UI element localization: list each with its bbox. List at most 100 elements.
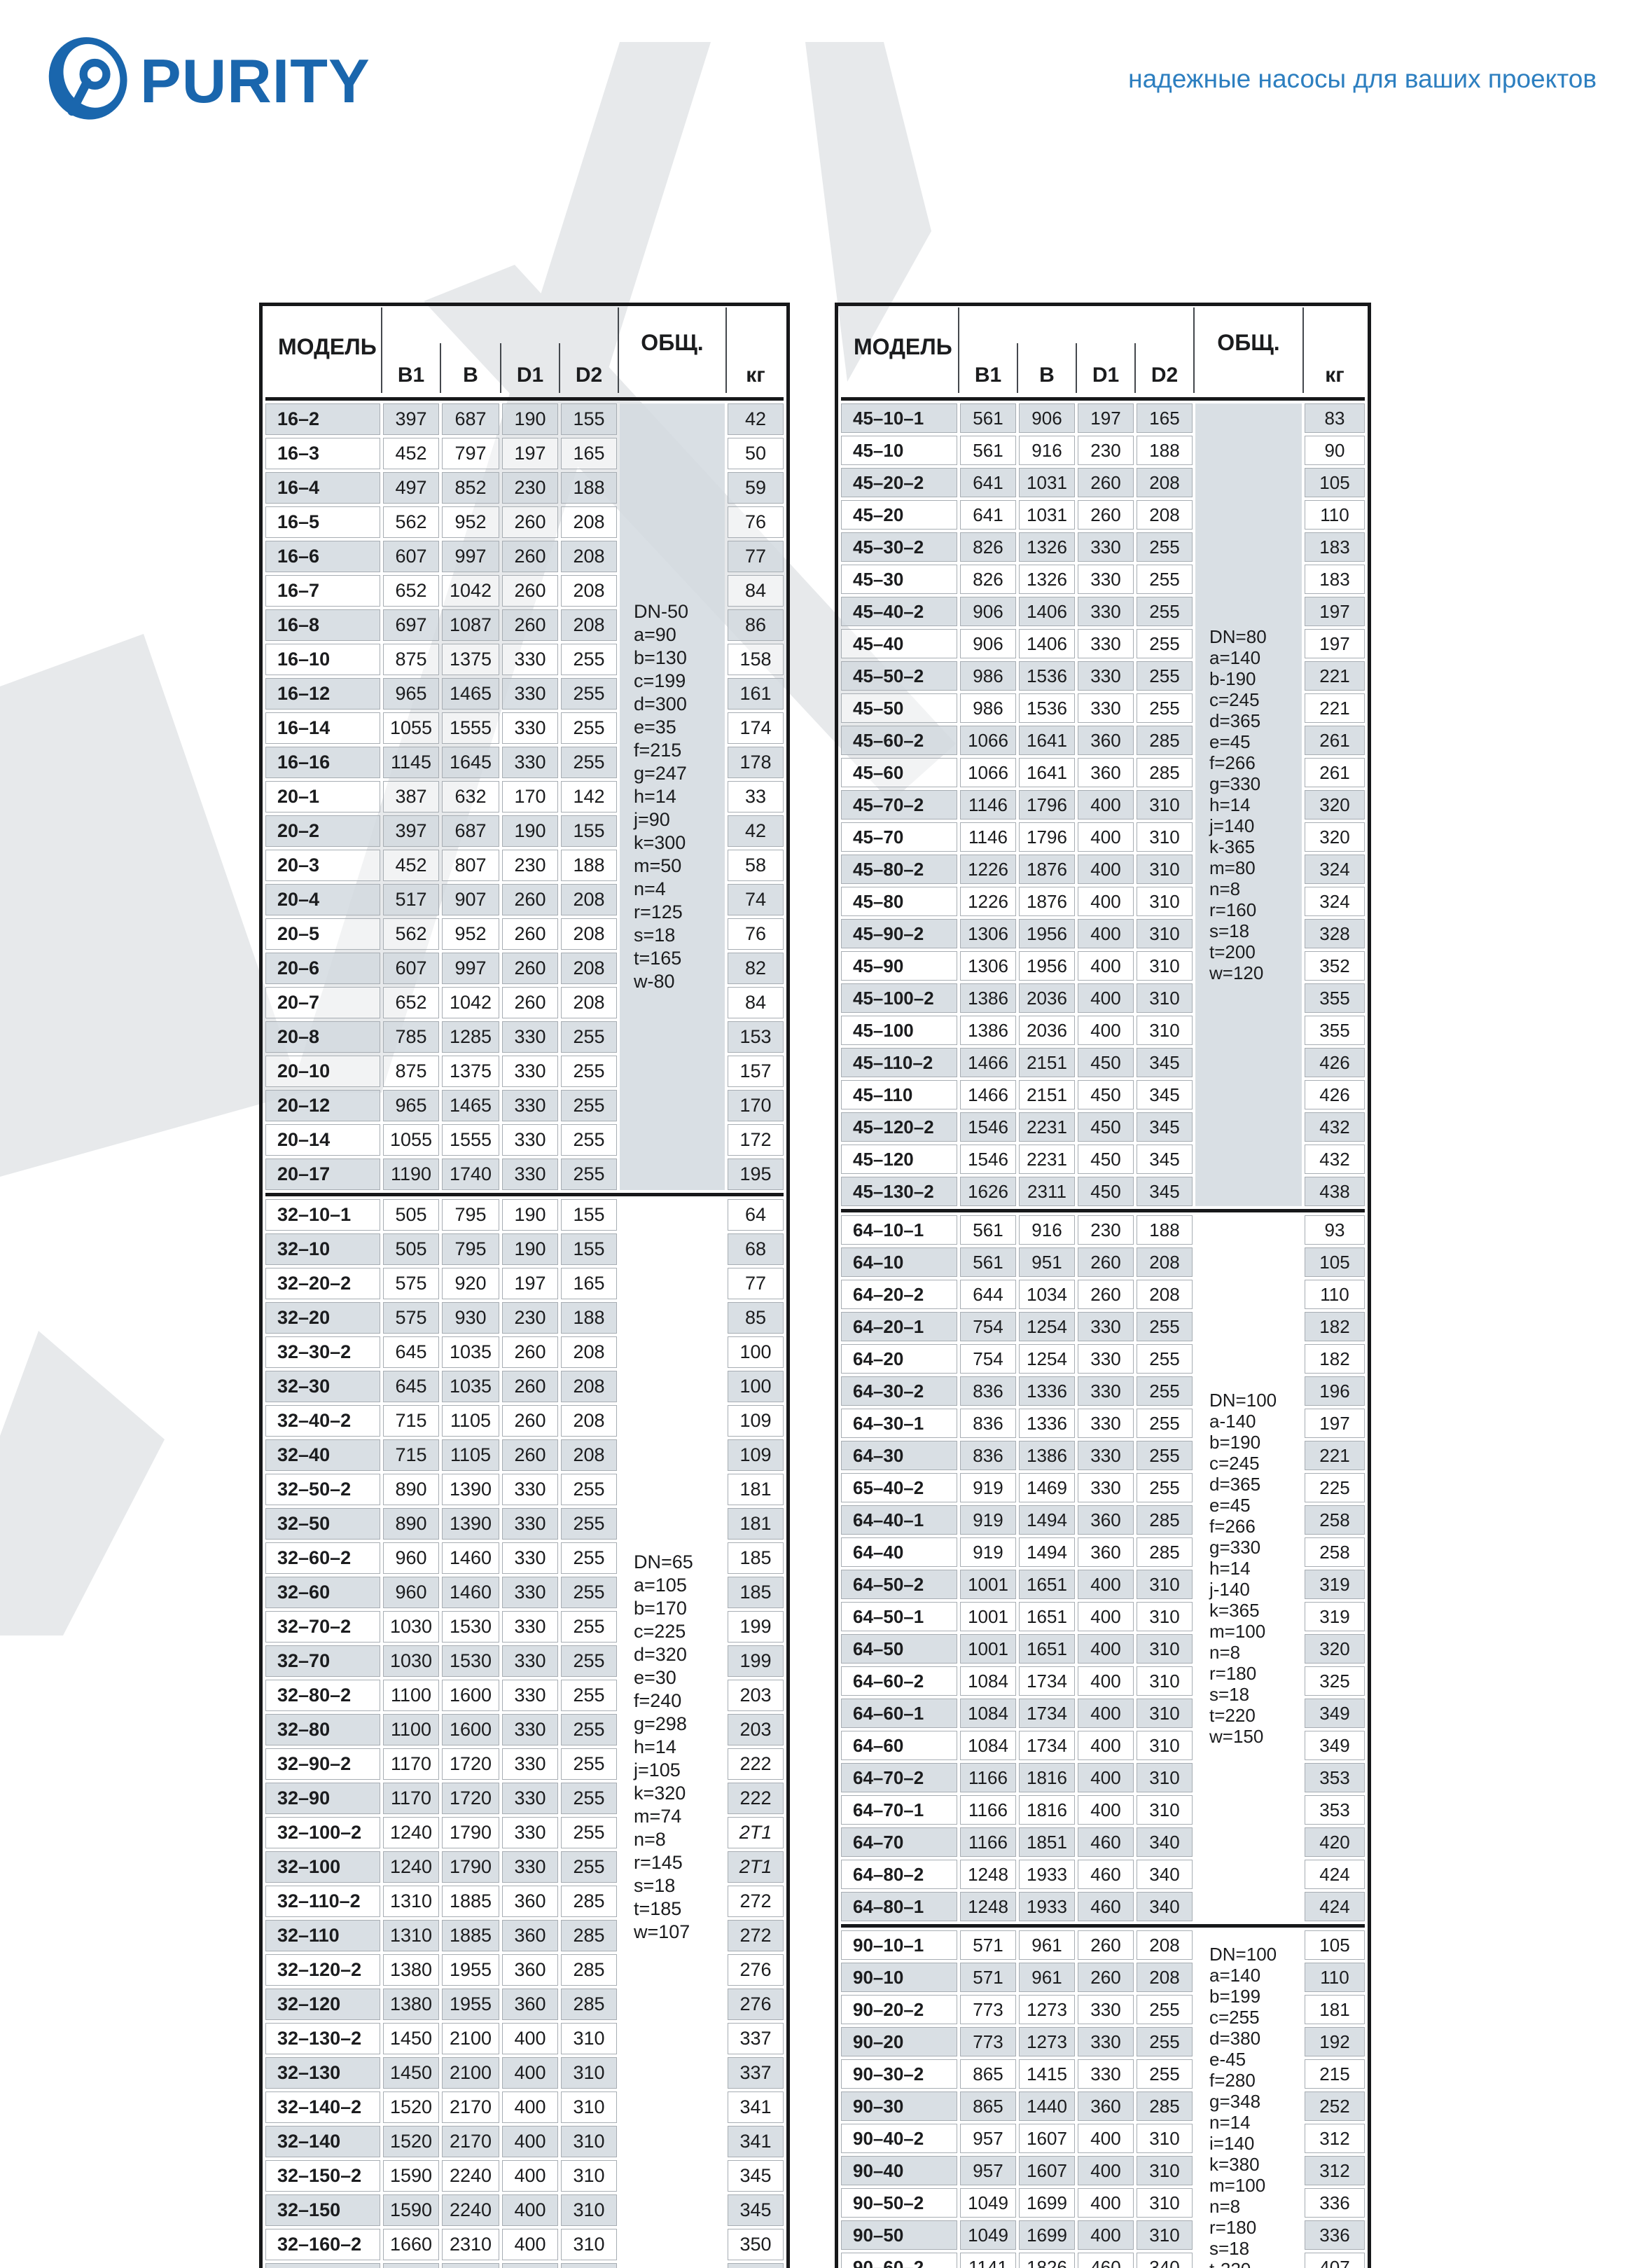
b1-cell: 865 [960, 2059, 1016, 2089]
b-cell: 1734 [1019, 1666, 1075, 1696]
d1-cell: 230 [502, 1302, 558, 1334]
table-header: МОДЕЛЬ B1 B D1 D2 ОБЩ. кг [841, 307, 1365, 394]
d1-cell: 330 [502, 1748, 558, 1780]
dimension-note-line: DN=80 [1209, 626, 1267, 647]
b1-cell: 1380 [383, 1989, 439, 2020]
dimension-note-line: j=140 [1209, 815, 1255, 836]
table-row: 90–60–2 1141 1826 460 340 407 [841, 2253, 1365, 2268]
model-cell: 32–10 [265, 1233, 380, 1265]
d2-cell: 310 [1137, 1666, 1193, 1696]
b-cell: 2310 [442, 2263, 499, 2268]
table-row: 32–20–2 575 920 197 165 77 [265, 1268, 784, 1299]
d1-cell: 450 [1078, 1145, 1134, 1174]
kg-cell: 222 [728, 1783, 784, 1814]
kg-cell: 153 [728, 1021, 784, 1053]
kg-cell: 77 [728, 1268, 784, 1299]
table-row: 45–30–2 826 1326 330 255 183 [841, 532, 1365, 562]
model-cell: 90–10–1 [841, 1930, 957, 1960]
kg-cell: 199 [728, 1645, 784, 1677]
b-cell: 1796 [1019, 822, 1075, 852]
model-cell: 64–80–1 [841, 1892, 957, 1921]
d2-cell: 255 [1137, 1312, 1193, 1341]
table-row: 64–80–1 1248 1933 460 340 424 [841, 1892, 1365, 1921]
d2-cell: 208 [561, 1405, 617, 1437]
kg-cell: 84 [728, 575, 784, 607]
d2-cell: 285 [561, 1920, 617, 1951]
b-cell: 1851 [1019, 1827, 1075, 1857]
b1-cell: 1520 [383, 2091, 439, 2123]
d1-cell: 330 [502, 747, 558, 778]
d2-cell: 310 [1137, 951, 1193, 981]
d1-cell: 260 [1078, 1280, 1134, 1309]
model-cell: 45–60 [841, 758, 957, 787]
d2-cell: 345 [1137, 1177, 1193, 1206]
d1-cell: 330 [502, 1817, 558, 1848]
d2-cell: 340 [1137, 1860, 1193, 1889]
b-cell: 1816 [1019, 1763, 1075, 1792]
model-cell: 64–70 [841, 1827, 957, 1857]
d1-cell: 400 [1078, 790, 1134, 820]
kg-cell: 325 [1305, 1666, 1365, 1696]
table-row: 32–120 1380 1955 360 285 276 [265, 1989, 784, 2020]
b1-cell: 1166 [960, 1763, 1016, 1792]
dimension-note-line: c=245 [1209, 1453, 1260, 1474]
model-cell: 90–20–2 [841, 1995, 957, 2024]
model-cell: 32–100 [265, 1851, 380, 1883]
b1-cell: 1248 [960, 1860, 1016, 1889]
table-row: 32–40 715 1105 260 208 109 [265, 1439, 784, 1471]
model-cell: 16–7 [265, 575, 380, 607]
dimension-note-line: f=266 [1209, 1516, 1256, 1537]
b-cell: 1105 [442, 1405, 499, 1437]
d1-cell: 330 [1078, 629, 1134, 658]
dimension-note-line: h=14 [634, 1736, 676, 1757]
d1-cell: 260 [502, 506, 558, 538]
dimension-note-line: e=30 [634, 1666, 676, 1688]
kg-cell: 349 [1305, 1699, 1365, 1728]
kg-cell: 182 [1305, 1344, 1365, 1374]
table-row: 32–10–1 505 795 190 155 DN=65 a=105 b=170 c=225 d… [265, 1199, 784, 1942]
b1-cell: 561 [960, 1247, 1016, 1277]
table-row: 45–80–2 1226 1876 400 310 324 [841, 855, 1365, 884]
d1-cell: 230 [1078, 1215, 1134, 1245]
kg-cell: 93 [1305, 1215, 1365, 1245]
model-cell: 20–3 [265, 850, 380, 881]
d1-cell: 360 [1078, 758, 1134, 787]
model-cell: 32–100–2 [265, 1817, 380, 1848]
table-row: 20–12 965 1465 330 255 170 [265, 1090, 784, 1121]
b-cell: 1285 [442, 1021, 499, 1053]
d2-cell: 310 [1137, 983, 1193, 1013]
table-row: 45–60 1066 1641 360 285 261 [841, 758, 1365, 787]
table-row: 45–110–2 1466 2151 450 345 426 [841, 1048, 1365, 1077]
d1-cell: 460 [1078, 1860, 1134, 1889]
b1-cell: 497 [383, 472, 439, 504]
d1-cell: 360 [502, 1886, 558, 1917]
kg-cell: 2T1 [728, 1851, 784, 1883]
d2-cell: 208 [1137, 468, 1193, 497]
dimension-note-line: d=365 [1209, 1474, 1261, 1495]
model-cell: 32–70–2 [265, 1611, 380, 1643]
b-cell: 1876 [1019, 887, 1075, 916]
kg-cell: 90 [1305, 436, 1365, 465]
d1-cell: 330 [502, 1021, 558, 1053]
d2-cell: 255 [1137, 1344, 1193, 1374]
b1-cell: 890 [383, 1508, 439, 1540]
kg-cell: 353 [1305, 1795, 1365, 1825]
d1-cell: 330 [1078, 661, 1134, 691]
dimension-note-line: j=90 [634, 809, 670, 830]
kg-cell: 192 [1305, 2027, 1365, 2056]
b1-cell: 826 [960, 532, 1016, 562]
b1-cell: 875 [383, 644, 439, 675]
col-header-d2: D2 [1134, 309, 1193, 394]
dimension-note-line: g=330 [1209, 773, 1261, 794]
kg-cell: 110 [1305, 500, 1365, 530]
dimension-note-line: t=200 [1209, 941, 1256, 962]
b-cell: 1042 [442, 575, 499, 607]
d2-cell: 255 [561, 1577, 617, 1608]
b-cell: 1607 [1019, 2124, 1075, 2153]
dimension-note-line: m=80 [1209, 857, 1256, 878]
d2-cell: 310 [1137, 1634, 1193, 1664]
d2-cell: 340 [1137, 1827, 1193, 1857]
kg-cell: 100 [728, 1371, 784, 1402]
table-row: 16–12 965 1465 330 255 161 [265, 678, 784, 710]
model-cell: 32–40–2 [265, 1405, 380, 1437]
